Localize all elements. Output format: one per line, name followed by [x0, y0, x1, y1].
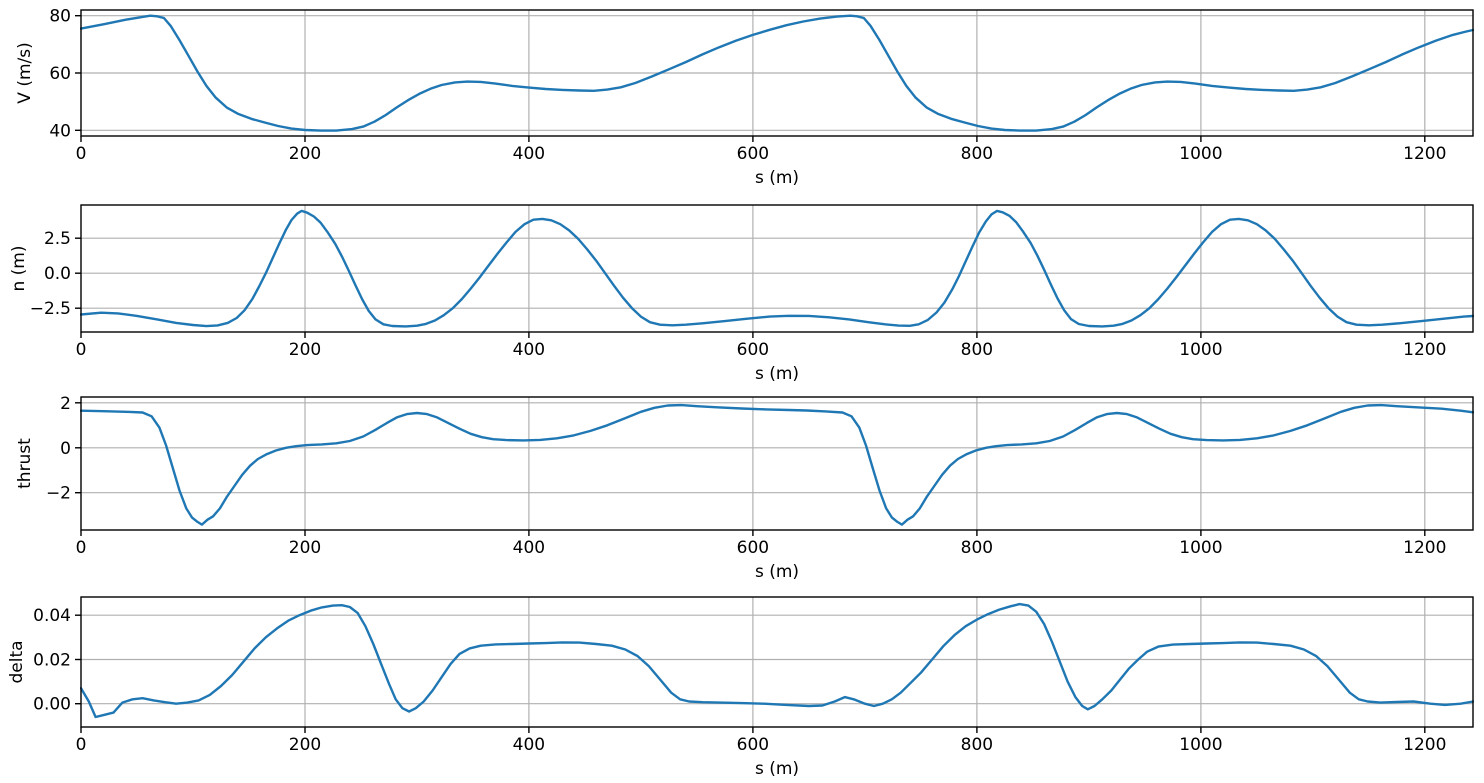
y-tick-label: 2.5	[44, 229, 71, 249]
subplot-n: 0 200 400 600 800 1000 1200 −2.5 0.0 2.5 s (m) n (m…	[9, 204, 1474, 384]
x-tick-label: 0	[76, 340, 87, 360]
x-tick-label: 1200	[1403, 538, 1446, 558]
delta-xlabel: s (m)	[755, 759, 799, 779]
y-tick-label: 0	[60, 439, 71, 459]
n-line	[80, 209, 1474, 328]
delta-ylabel: delta	[7, 640, 27, 683]
n-xlabel: s (m)	[755, 364, 799, 384]
x-tick-label: 200	[289, 340, 321, 360]
y-tick-label: 0.00	[33, 695, 71, 715]
x-tick-label: 1200	[1403, 735, 1446, 755]
x-tick-label: 400	[513, 340, 545, 360]
v-xlabel: s (m)	[755, 168, 799, 188]
y-tick-label: 2	[60, 394, 71, 414]
y-tick-label: −2	[46, 484, 71, 504]
x-tick-label: 400	[513, 538, 545, 558]
v-ylabel: V (m/s)	[15, 42, 35, 103]
subplot-delta: 0 200 400 600 800 1000 1200 0.00 0.02 0.04 s (m) de…	[7, 596, 1474, 779]
y-tick-label: 0.04	[33, 606, 71, 626]
spines	[80, 204, 1474, 333]
y-tick-label: 0.0	[44, 264, 71, 284]
spines	[80, 396, 1474, 531]
thrust-ylabel: thrust	[15, 438, 35, 489]
x-tick-label: 1000	[1179, 735, 1222, 755]
x-tick-label: 800	[961, 340, 993, 360]
x-tick-label: 0	[76, 144, 87, 164]
y-tick-label: 80	[49, 7, 71, 27]
y-tick-label: 40	[49, 121, 71, 141]
subplot-v: 0 200 400 600 800 1000 1200 40 60 80 s (m) V (m/s)	[15, 7, 1474, 188]
thrust-line	[80, 403, 1474, 526]
x-tick-label: 800	[961, 144, 993, 164]
x-tick-label: 1000	[1179, 538, 1222, 558]
x-tick-label: 800	[961, 538, 993, 558]
y-tick-label: 60	[49, 64, 71, 84]
x-tick-label: 0	[76, 538, 87, 558]
x-tick-label: 600	[737, 735, 769, 755]
x-tick-label: 200	[289, 735, 321, 755]
x-tick-label: 800	[961, 735, 993, 755]
x-tick-label: 1200	[1403, 144, 1446, 164]
thrust-xlabel: s (m)	[755, 562, 799, 582]
x-tick-label: 600	[737, 144, 769, 164]
x-tick-label: 1000	[1179, 144, 1222, 164]
x-tick-label: 1000	[1179, 340, 1222, 360]
v-line	[80, 14, 1474, 132]
delta-line	[80, 602, 1474, 719]
x-tick-label: 400	[513, 144, 545, 164]
x-tick-label: 600	[737, 340, 769, 360]
y-tick-label: 0.02	[33, 651, 71, 671]
y-tick-label: −2.5	[30, 299, 71, 319]
x-tick-label: 400	[513, 735, 545, 755]
x-tick-label: 200	[289, 144, 321, 164]
x-tick-label: 200	[289, 538, 321, 558]
x-tick-label: 1200	[1403, 340, 1446, 360]
x-tick-label: 0	[76, 735, 87, 755]
x-tick-label: 600	[737, 538, 769, 558]
n-ylabel: n (m)	[9, 245, 29, 291]
subplot-thrust: 0 200 400 600 800 1000 1200 −2 0 2 s (m) thrust	[15, 394, 1474, 582]
spines	[80, 596, 1474, 728]
